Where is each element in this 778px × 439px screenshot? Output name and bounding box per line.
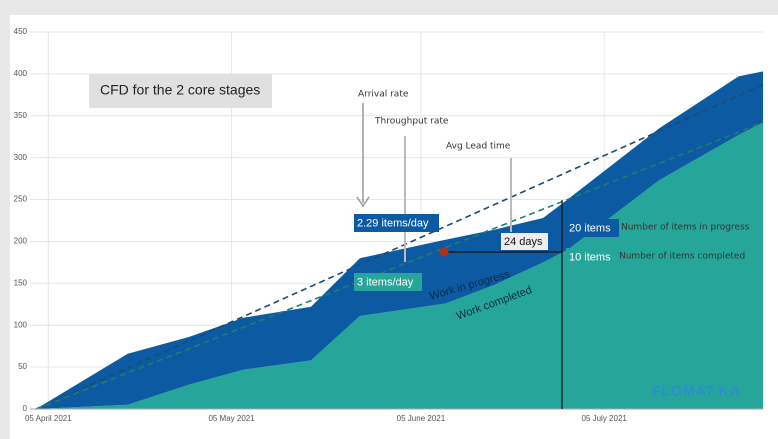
wip-note: Number of items in progress bbox=[621, 223, 750, 233]
label-box bbox=[566, 219, 619, 237]
y-tick-label: 200 bbox=[14, 237, 28, 246]
done-note: Number of items completed bbox=[619, 252, 745, 262]
y-tick-label: 100 bbox=[14, 320, 28, 329]
y-tick-label: 50 bbox=[18, 362, 27, 371]
x-tick-label: 05 July 2021 bbox=[581, 414, 627, 423]
y-tick-label: 400 bbox=[14, 69, 28, 78]
throughput-rate: 3 items/day bbox=[357, 276, 414, 288]
y-tick-label: 450 bbox=[14, 27, 28, 36]
label: Throughput rate bbox=[374, 117, 449, 127]
lead-time: 24 days bbox=[504, 236, 543, 248]
y-tick-label: 150 bbox=[14, 278, 28, 287]
y-tick-label: 350 bbox=[14, 111, 28, 120]
y-tick-label: 250 bbox=[14, 195, 28, 204]
label-box bbox=[566, 248, 617, 266]
label-box bbox=[354, 214, 439, 232]
area bbox=[36, 122, 763, 409]
x-tick-label: 05 May 2021 bbox=[208, 414, 255, 423]
label: Avg Lead time bbox=[446, 142, 511, 152]
x-tick-label: 05 June 2021 bbox=[397, 414, 446, 423]
label-box bbox=[501, 233, 548, 250]
annotations: CFD for the 2 core stages Arrival rate T… bbox=[89, 74, 750, 409]
brand: FLOMAT.KA bbox=[652, 383, 741, 399]
plot: 0 50 100 150 200 250 300 350 400 450 05 April 2021… bbox=[14, 27, 764, 423]
x-tick-label: 05 April 2021 bbox=[25, 414, 72, 423]
trend-line bbox=[35, 84, 764, 410]
y-tick-label: 300 bbox=[14, 153, 28, 162]
trend-line bbox=[35, 121, 764, 410]
chart-title: CFD for the 2 core stages bbox=[100, 82, 260, 98]
arrival-rate: 2.29 items/day bbox=[357, 217, 429, 229]
arrow-head bbox=[356, 196, 370, 208]
label-box bbox=[354, 273, 422, 291]
title-box bbox=[89, 74, 272, 108]
wip-count: 20 items bbox=[569, 222, 611, 234]
area bbox=[36, 71, 763, 410]
start-dot bbox=[439, 247, 449, 257]
y-tick-label: 0 bbox=[23, 404, 28, 413]
done-count: 10 items bbox=[569, 251, 611, 263]
label: Arrival rate bbox=[358, 90, 409, 100]
